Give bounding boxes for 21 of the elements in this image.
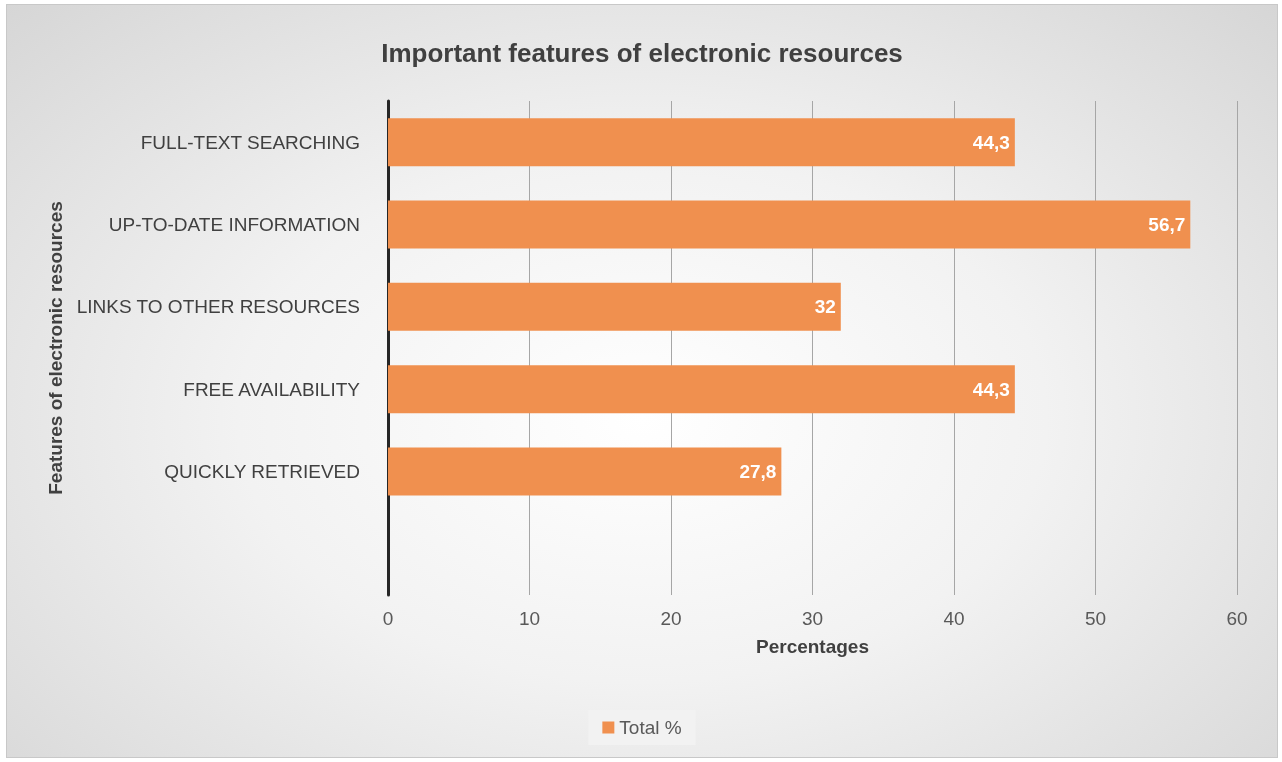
y-tick-label: FULL-TEXT SEARCHING [140,131,360,153]
data-label: 44,3 [972,131,1010,153]
data-label: 44,3 [972,378,1010,400]
x-tick-label: 20 [660,608,682,629]
y-tick-label: LINKS TO OTHER RESOURCES [76,296,360,318]
legend-label: Total % [619,717,682,738]
x-tick-label: 40 [943,608,965,629]
y-tick-label: QUICKLY RETRIEVED [164,461,360,482]
y-tick-label: FREE AVAILABILITY [183,378,361,400]
data-label: 32 [814,296,836,318]
data-label: 56,7 [1148,214,1186,235]
y-axis-title: Features of electronic resources [45,201,67,495]
chart-title: Important features of electronic resources [381,38,903,68]
x-axis-title: Percentages [755,636,870,657]
x-tick-label: 10 [518,608,541,629]
x-tick-label: 50 [1084,608,1107,629]
x-tick-label: 60 [1226,608,1248,629]
y-tick-label: UP-TO-DATE INFORMATION [108,214,360,235]
x-tick-label: 0 [382,608,394,629]
x-tick-label: 30 [801,608,824,629]
data-label: 27,8 [739,461,777,482]
